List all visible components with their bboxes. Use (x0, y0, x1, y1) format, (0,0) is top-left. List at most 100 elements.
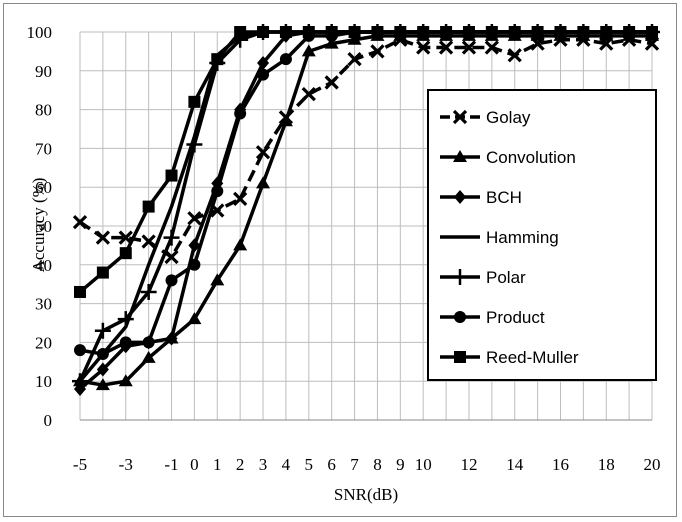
x-tick-label: 20 (644, 455, 661, 474)
legend-item-bch: BCH (440, 188, 522, 207)
point-reed-muller (325, 26, 338, 38)
legend-label-polar: Polar (486, 268, 526, 287)
point-product (279, 53, 292, 66)
y-tick-label: 60 (35, 178, 52, 197)
point-product (119, 336, 132, 349)
point-golay (255, 145, 271, 160)
point-golay (347, 52, 362, 67)
x-tick-label: 14 (506, 455, 524, 474)
point-convolution (210, 273, 225, 286)
point-golay (461, 40, 477, 55)
point-convolution (118, 374, 133, 387)
point-reed-muller (234, 26, 247, 38)
point-golay (164, 249, 179, 265)
legend-item-golay: Golay (440, 108, 531, 127)
point-product (142, 336, 155, 349)
point-product (211, 185, 224, 198)
point-product (234, 107, 247, 120)
legend-item-polar: Polar (440, 268, 526, 287)
y-tick-label: 70 (35, 139, 52, 158)
point-bch (96, 362, 109, 377)
point-polar (94, 322, 111, 339)
point-reed-muller (462, 26, 475, 38)
legend-marker-reed-muller (454, 351, 466, 363)
y-tick-label: 90 (35, 62, 52, 81)
point-reed-muller (371, 26, 384, 38)
point-reed-muller (165, 169, 178, 182)
point-polar (117, 311, 134, 328)
legend-marker-golay (452, 109, 468, 125)
point-reed-muller (531, 26, 544, 38)
point-product (188, 258, 201, 271)
point-convolution (301, 44, 316, 57)
y-tick-label: 10 (35, 372, 52, 391)
point-reed-muller (257, 26, 270, 38)
x-tick-label: 5 (305, 455, 314, 474)
x-tick-label: 0 (190, 455, 199, 474)
point-polar (186, 136, 203, 153)
point-golay (484, 40, 499, 55)
point-golay (233, 191, 248, 206)
point-reed-muller (623, 26, 636, 38)
y-axis-ticks: 0 10 20 30 40 50 60 70 80 90 100 (27, 23, 53, 430)
legend-item-convolution: Convolution (440, 148, 576, 167)
legend-label-golay: Golay (486, 108, 531, 127)
x-tick-label: 16 (552, 455, 569, 474)
point-golay (95, 230, 111, 245)
legend-marker-bch (454, 190, 466, 204)
point-reed-muller (417, 26, 430, 38)
point-reed-muller (74, 285, 86, 298)
legend-item-hamming: Hamming (440, 228, 559, 247)
y-tick-label: 40 (35, 256, 52, 275)
point-convolution (95, 378, 110, 391)
y-tick-label: 0 (44, 411, 53, 430)
point-product (96, 348, 109, 361)
legend-box (427, 89, 657, 381)
x-tick-label: 9 (396, 455, 405, 474)
point-convolution (141, 350, 156, 363)
legend-marker-polar (452, 269, 468, 285)
x-tick-label: 6 (327, 455, 336, 474)
legend-label-hamming: Hamming (486, 228, 559, 247)
point-reed-muller (577, 26, 590, 38)
legend-marker-product (454, 311, 466, 323)
point-golay (370, 44, 385, 59)
point-reed-muller (394, 26, 407, 38)
legend-label-reed-muller: Reed-Muller (486, 348, 579, 367)
point-bch (165, 331, 178, 346)
x-tick-label: 10 (415, 455, 432, 474)
point-bch (188, 238, 201, 253)
x-tick-label: 8 (373, 455, 382, 474)
point-reed-muller (348, 26, 361, 38)
legend-label-product: Product (486, 308, 545, 327)
legend-item-product: Product (440, 308, 545, 327)
point-product (74, 344, 86, 357)
y-tick-label: 50 (35, 217, 52, 236)
point-product (165, 274, 178, 287)
point-convolution (324, 36, 339, 49)
point-golay (416, 40, 431, 55)
point-golay (187, 211, 202, 226)
y-tick-label: 80 (35, 101, 52, 120)
point-bch (257, 56, 270, 71)
x-tick-label: 3 (259, 455, 268, 474)
legend-marker-convolution (453, 150, 467, 162)
legend: Golay Convolution BCH Hamming Polar Product Re… (427, 89, 657, 381)
series-group (72, 24, 660, 396)
y-tick-label: 100 (27, 23, 53, 42)
legend-label-bch: BCH (486, 188, 522, 207)
series-reed-muller (74, 26, 658, 298)
x-tick-label: 12 (460, 455, 477, 474)
point-golay (507, 48, 522, 63)
point-reed-muller (142, 200, 155, 213)
point-convolution (278, 114, 293, 127)
point-convolution (256, 176, 271, 189)
point-polar (140, 283, 157, 300)
point-reed-muller (646, 26, 658, 38)
x-tick-label: 1 (213, 455, 222, 474)
y-tick-label: 20 (35, 333, 52, 352)
point-reed-muller (188, 95, 201, 108)
point-polar (163, 229, 180, 246)
x-tick-label: 18 (598, 455, 615, 474)
point-reed-muller (440, 26, 453, 38)
